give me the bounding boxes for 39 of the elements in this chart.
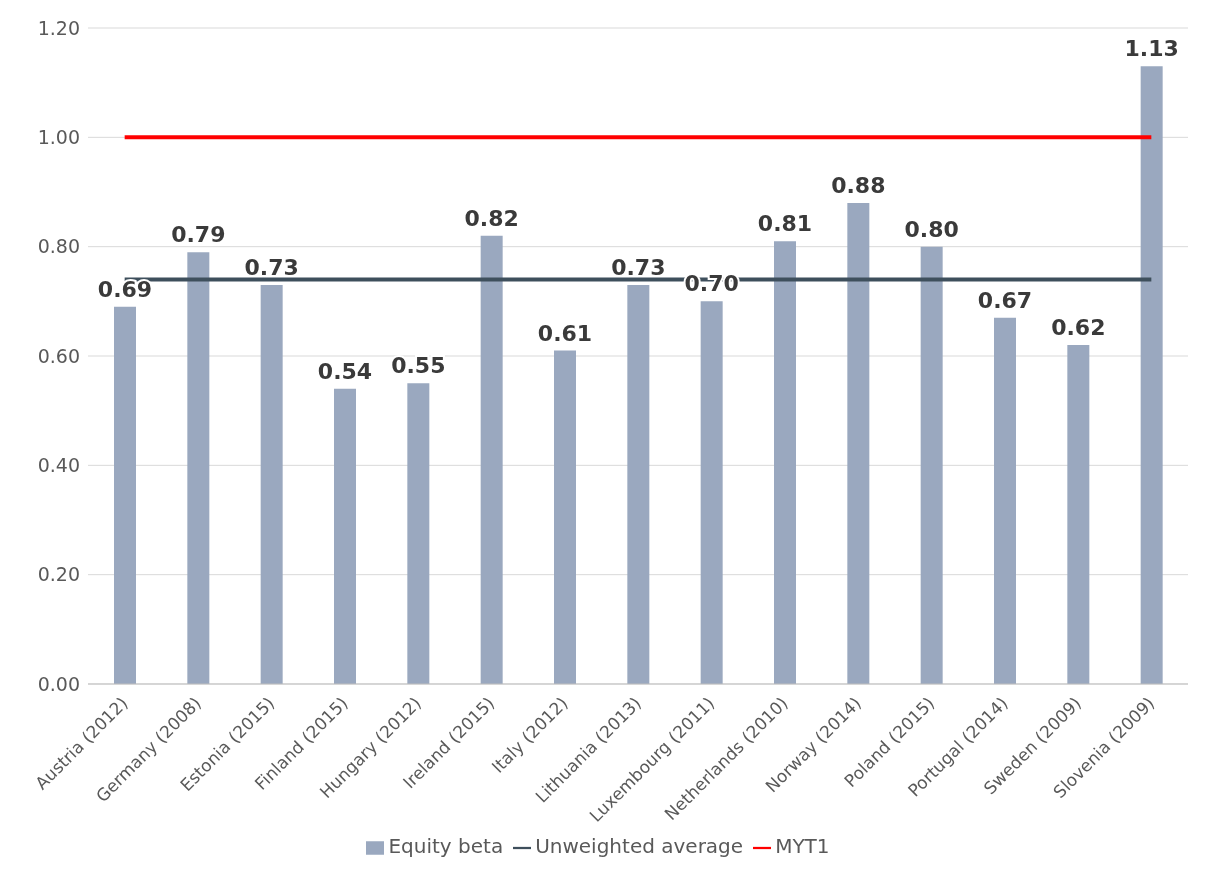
bar (994, 317, 1016, 684)
data-label: 0.67 (977, 287, 1033, 313)
data-label: 0.73 (611, 254, 666, 280)
y-tick-label: 0.40 (37, 454, 80, 477)
data-label: 0.82 (464, 205, 519, 231)
bar (407, 383, 430, 684)
bar (554, 350, 576, 684)
legend-label: MYT1 (775, 834, 830, 858)
y-tick-label: 0.20 (37, 563, 80, 586)
data-label: 0.80 (904, 216, 959, 242)
data-label: 0.61 (537, 320, 593, 346)
bar (187, 252, 210, 684)
bar (114, 306, 136, 684)
data-label: 0.69 (97, 276, 153, 302)
data-label: 0.55 (391, 353, 446, 379)
y-tick-label: 1.00 (37, 126, 80, 149)
y-tick-label: 0.00 (37, 672, 80, 695)
bar (480, 235, 503, 684)
bar (1067, 345, 1090, 684)
y-tick-label: 0.80 (37, 235, 80, 258)
bar (1140, 66, 1163, 684)
y-tick-label: 0.60 (37, 344, 80, 367)
data-label: 0.54 (317, 358, 373, 384)
bar (334, 388, 356, 684)
y-tick-label: 1.20 (37, 16, 80, 39)
legend-label: Unweighted average (535, 834, 744, 858)
bar (847, 202, 870, 684)
bar (700, 301, 723, 684)
data-label: 0.81 (757, 211, 813, 237)
data-label: 0.73 (244, 254, 299, 280)
data-label: 1.13 (1124, 36, 1179, 62)
bar (627, 284, 650, 684)
legend-label: Equity beta (388, 834, 504, 858)
bar (920, 246, 943, 684)
data-label: 0.62 (1051, 315, 1106, 341)
data-label: 0.79 (171, 222, 226, 248)
data-label: 0.88 (831, 172, 886, 198)
bar (260, 284, 283, 684)
bar (774, 241, 796, 684)
